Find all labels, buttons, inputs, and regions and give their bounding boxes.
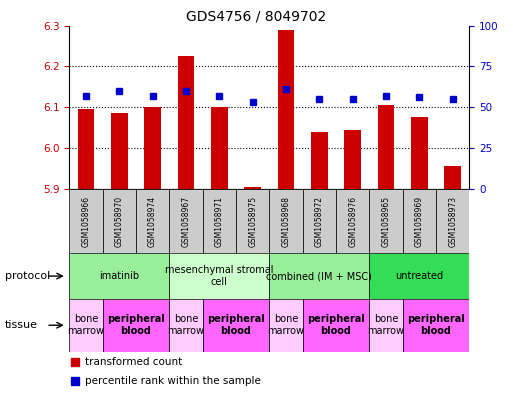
Bar: [344, 130, 361, 189]
Text: mesenchymal stromal
cell: mesenchymal stromal cell: [165, 265, 273, 287]
Text: protocol: protocol: [5, 271, 50, 281]
Text: GSM1058976: GSM1058976: [348, 195, 357, 247]
Bar: [411, 117, 428, 189]
Bar: [69, 189, 103, 253]
Text: combined (IM + MSC): combined (IM + MSC): [266, 271, 372, 281]
Text: GSM1058968: GSM1058968: [282, 196, 290, 246]
Bar: [169, 299, 203, 352]
Text: GSM1058966: GSM1058966: [82, 195, 90, 247]
Text: GSM1058974: GSM1058974: [148, 195, 157, 247]
Bar: [169, 189, 203, 253]
Text: peripheral
blood: peripheral blood: [407, 314, 465, 336]
Text: peripheral
blood: peripheral blood: [307, 314, 365, 336]
Bar: [403, 189, 436, 253]
Bar: [77, 109, 94, 189]
Bar: [269, 189, 303, 253]
Text: bone
marrow: bone marrow: [367, 314, 405, 336]
Bar: [303, 299, 369, 352]
Bar: [103, 299, 169, 352]
Bar: [269, 253, 369, 299]
Text: GSM1058970: GSM1058970: [115, 195, 124, 247]
Bar: [278, 29, 294, 189]
Bar: [311, 132, 328, 189]
Text: GSM1058973: GSM1058973: [448, 195, 457, 247]
Bar: [269, 299, 303, 352]
Bar: [103, 189, 136, 253]
Text: transformed count: transformed count: [85, 357, 183, 367]
Text: GSM1058967: GSM1058967: [182, 195, 190, 247]
Text: GSM1058969: GSM1058969: [415, 195, 424, 247]
Text: untreated: untreated: [396, 271, 443, 281]
Bar: [169, 253, 269, 299]
Bar: [369, 253, 469, 299]
Text: GSM1058965: GSM1058965: [382, 195, 390, 247]
Bar: [303, 189, 336, 253]
Bar: [336, 189, 369, 253]
Text: GSM1058971: GSM1058971: [215, 196, 224, 246]
Text: bone
marrow: bone marrow: [67, 314, 105, 336]
Bar: [136, 189, 169, 253]
Text: tissue: tissue: [5, 320, 38, 330]
Bar: [211, 107, 228, 189]
Bar: [378, 105, 394, 189]
Bar: [236, 189, 269, 253]
Bar: [177, 56, 194, 189]
Bar: [244, 187, 261, 189]
Text: GSM1058972: GSM1058972: [315, 196, 324, 246]
Text: peripheral
blood: peripheral blood: [107, 314, 165, 336]
Bar: [369, 189, 403, 253]
Text: bone
marrow: bone marrow: [267, 314, 305, 336]
Text: peripheral
blood: peripheral blood: [207, 314, 265, 336]
Bar: [69, 299, 103, 352]
Text: GDS4756 / 8049702: GDS4756 / 8049702: [186, 10, 327, 24]
Text: imatinib: imatinib: [99, 271, 140, 281]
Bar: [203, 299, 269, 352]
Bar: [69, 253, 169, 299]
Bar: [436, 189, 469, 253]
Bar: [111, 113, 128, 189]
Text: GSM1058975: GSM1058975: [248, 195, 257, 247]
Text: percentile rank within the sample: percentile rank within the sample: [85, 376, 261, 386]
Bar: [444, 166, 461, 189]
Text: bone
marrow: bone marrow: [167, 314, 205, 336]
Bar: [203, 189, 236, 253]
Bar: [144, 107, 161, 189]
Bar: [369, 299, 403, 352]
Bar: [403, 299, 469, 352]
